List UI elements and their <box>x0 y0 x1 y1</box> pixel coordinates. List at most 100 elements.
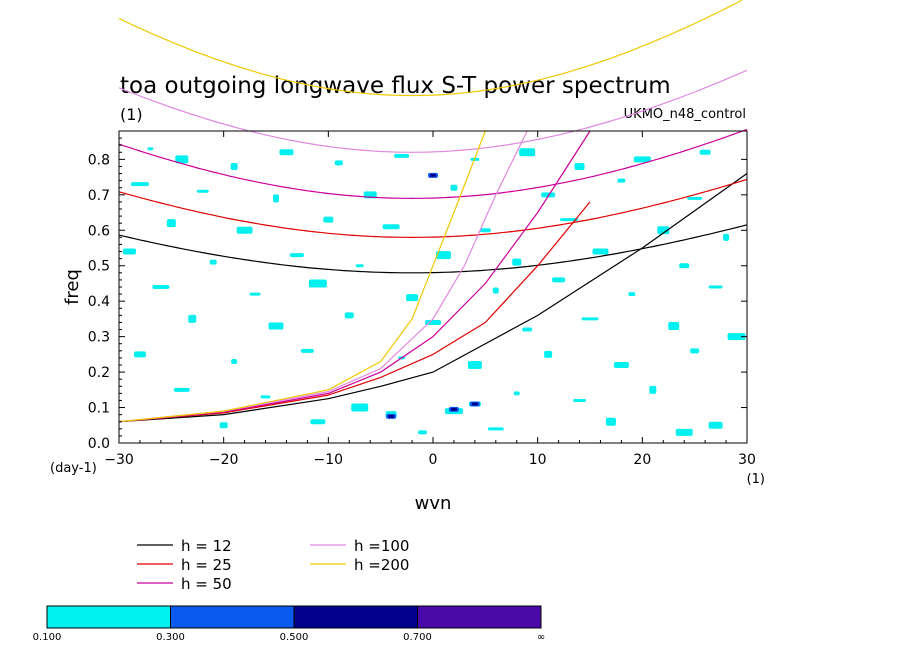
x-tick-label: 10 <box>529 452 547 468</box>
colorbar-segment <box>417 605 542 629</box>
contour-patch <box>425 319 441 325</box>
contour-patch <box>188 314 197 323</box>
y-tick-label: 0.8 <box>88 152 110 168</box>
contour-patch <box>544 350 553 358</box>
contour-patch-core <box>450 407 457 411</box>
contour-patch <box>668 322 680 330</box>
contour-patch <box>675 428 693 436</box>
contour-patch <box>173 387 190 392</box>
contour-patch <box>355 264 364 268</box>
y-tick-label: 0.4 <box>88 294 110 310</box>
contour-patch <box>175 155 189 164</box>
colorbar-end-label: ∞ <box>537 632 545 643</box>
colorbar-tick-label: 0.500 <box>280 632 309 643</box>
y-axis-label: freq <box>62 269 83 305</box>
contour-patch <box>519 148 536 157</box>
contour-patch <box>723 233 730 241</box>
contour-patch <box>382 224 400 230</box>
contour-patch <box>230 162 238 170</box>
series-ig-curve <box>118 128 748 200</box>
contour-patch <box>467 361 482 369</box>
contour-patch <box>231 358 238 364</box>
y-axis: 0.0 0.1 0.2 0.3 0.4 0.5 0.6 0.7 0.8 <box>88 137 747 452</box>
contour-patch <box>310 419 326 425</box>
colorbar-segment <box>170 605 295 629</box>
contour-patch <box>699 149 711 155</box>
contour-patch-core <box>430 173 436 177</box>
contour-patch <box>209 259 217 265</box>
colorbar-tick-label: 0.100 <box>33 632 62 643</box>
contour-patch <box>249 292 261 296</box>
chart-subtitle-right: UKMO_n48_control <box>624 107 746 122</box>
contour-patch <box>418 430 428 435</box>
x-axis: −30 −20 −10 0 10 20 30 <box>104 131 756 468</box>
contour-patch <box>487 427 504 431</box>
y-tick-label: 0.6 <box>88 223 110 239</box>
y-tick-label: 0.5 <box>88 259 110 275</box>
contour-patch <box>260 395 271 399</box>
series-kelvin-curve <box>118 130 486 423</box>
x-axis-label: wvn <box>415 493 452 514</box>
contour-patch <box>300 348 314 353</box>
contour-patch <box>133 351 146 358</box>
contour-patch <box>152 285 170 289</box>
contour-patch <box>574 162 585 170</box>
contour-patch <box>344 312 354 319</box>
series-kelvin-curve <box>118 173 748 423</box>
contour-patch <box>573 398 587 402</box>
series-kelvin-curve <box>118 130 528 423</box>
legend-label: h = 50 <box>181 575 232 593</box>
legend-label: h =100 <box>354 537 409 555</box>
contour-patch <box>492 287 499 294</box>
contour-patch <box>560 218 579 222</box>
contour-patch <box>512 258 522 266</box>
x-tick-label: 0 <box>429 452 438 468</box>
contour-patch <box>147 147 154 151</box>
x-axis-unit: (1) <box>747 472 765 487</box>
contour-patch <box>323 216 334 223</box>
contour-patch <box>605 417 616 426</box>
colorbar-segment <box>46 605 171 629</box>
contour-patch <box>351 403 369 412</box>
contour-patch <box>649 385 657 394</box>
x-tick-label: −20 <box>209 452 239 468</box>
contour-patch <box>613 362 629 368</box>
x-tick-label: −10 <box>314 452 344 468</box>
contour-patch <box>166 219 176 228</box>
series-ig-curve <box>118 69 748 153</box>
legend-label: h = 12 <box>181 537 232 555</box>
y-axis-unit: (day-1) <box>50 461 97 476</box>
contour-patch <box>130 182 149 187</box>
contour-patch <box>633 156 651 163</box>
contour-patch-core <box>471 402 478 406</box>
contour-patch <box>592 248 609 255</box>
contour-patch <box>394 153 410 158</box>
series-kelvin-curve <box>118 130 591 423</box>
dispersion-curves-layer <box>118 0 748 423</box>
y-tick-label: 0.2 <box>88 365 110 381</box>
contour-patch <box>406 294 419 302</box>
contour-patch <box>268 322 284 330</box>
contour-patch <box>679 263 690 269</box>
colorbar-tick-label: 0.300 <box>156 632 185 643</box>
legend-label: h =200 <box>354 556 409 574</box>
contour-patch <box>450 184 458 191</box>
contour-patch <box>236 226 253 234</box>
colorbar: 0.100 0.300 0.500 0.700 ∞ <box>33 605 545 643</box>
contour-patch <box>479 228 491 233</box>
contour-patch <box>690 348 700 354</box>
contour-patch <box>708 285 723 289</box>
contour-patch <box>552 277 566 283</box>
contour-patch <box>541 192 556 198</box>
x-tick-label: 20 <box>633 452 651 468</box>
contour-patch <box>581 317 599 321</box>
contour-patch <box>273 194 279 203</box>
chart-subtitle-left: (1) <box>120 105 143 124</box>
contour-patch <box>708 421 723 429</box>
contour-patch <box>687 196 703 200</box>
contour-patch-core <box>388 414 395 418</box>
x-tick-label: −30 <box>104 452 134 468</box>
colorbar-tick-label: 0.700 <box>403 632 432 643</box>
